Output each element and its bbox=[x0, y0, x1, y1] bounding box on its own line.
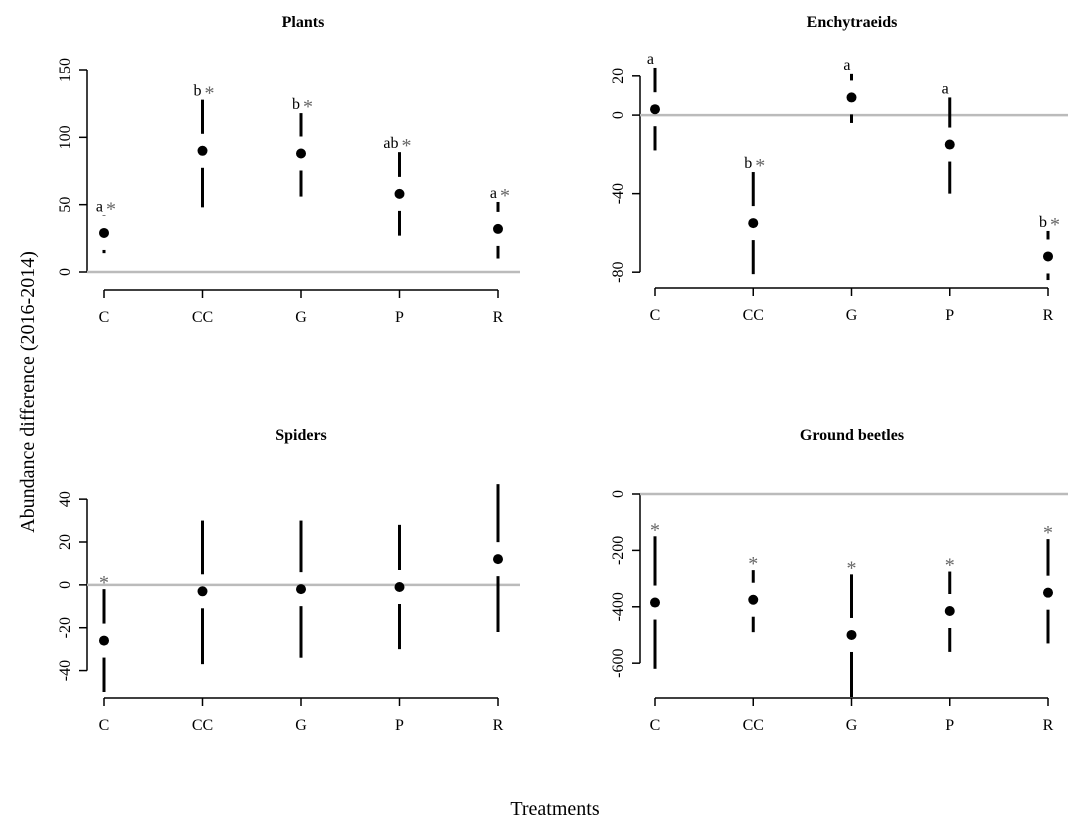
y-tick-label: -40 bbox=[57, 660, 74, 681]
data-point bbox=[846, 629, 857, 640]
y-tick-label: 40 bbox=[57, 491, 74, 507]
x-tick-label: G bbox=[846, 717, 858, 734]
data-point bbox=[748, 594, 759, 605]
data-point bbox=[1043, 587, 1053, 598]
data-point bbox=[296, 148, 306, 159]
x-tick-label: G bbox=[295, 717, 307, 734]
significance-letter: a bbox=[942, 80, 949, 97]
significance-letter: b bbox=[194, 83, 202, 100]
x-tick-label: P bbox=[395, 717, 404, 734]
data-point bbox=[197, 586, 208, 597]
data-point bbox=[197, 145, 208, 156]
data-point bbox=[650, 104, 660, 115]
x-tick-label: CC bbox=[192, 309, 213, 326]
significance-star: * bbox=[945, 555, 955, 577]
significance-star: * bbox=[99, 572, 109, 594]
x-tick-label: C bbox=[650, 717, 661, 734]
x-tick-label: R bbox=[1043, 307, 1054, 324]
significance-letter: b bbox=[744, 155, 752, 172]
x-tick-label: C bbox=[650, 307, 661, 324]
x-tick-label: CC bbox=[192, 717, 213, 734]
data-point bbox=[394, 188, 405, 199]
significance-star: * bbox=[402, 135, 412, 157]
data-point bbox=[650, 597, 660, 608]
data-point bbox=[99, 635, 109, 646]
significance-star: * bbox=[1050, 214, 1060, 236]
y-tick-label: -600 bbox=[610, 649, 627, 678]
y-tick-label: 0 bbox=[610, 111, 627, 119]
significance-letter: a bbox=[490, 185, 497, 202]
y-tick-label: -200 bbox=[610, 536, 627, 565]
data-point bbox=[493, 554, 503, 565]
data-point bbox=[394, 582, 405, 592]
significance-letter: b bbox=[1039, 214, 1047, 231]
panel-title: Enchytraeids bbox=[807, 14, 898, 31]
y-tick-label: 0 bbox=[610, 490, 627, 498]
significance-star: * bbox=[106, 198, 116, 220]
data-point bbox=[99, 227, 109, 238]
panel-title: Ground beetles bbox=[800, 427, 904, 444]
data-point bbox=[846, 92, 857, 103]
significance-star: * bbox=[205, 83, 215, 105]
x-tick-label: P bbox=[945, 717, 954, 734]
y-tick-label: -40 bbox=[610, 183, 627, 204]
y-tick-label: -400 bbox=[610, 592, 627, 621]
significance-letter: a bbox=[96, 198, 103, 215]
x-tick-label: R bbox=[493, 717, 504, 734]
x-tick-label: CC bbox=[743, 717, 764, 734]
y-tick-label: 100 bbox=[57, 125, 74, 149]
y-tick-label: 0 bbox=[57, 268, 74, 276]
significance-star: * bbox=[847, 557, 857, 579]
y-tick-label: 50 bbox=[57, 197, 74, 213]
significance-star: * bbox=[1043, 522, 1053, 544]
y-tick-label: 20 bbox=[610, 68, 627, 84]
x-tick-label: R bbox=[1043, 717, 1054, 734]
significance-letter: a bbox=[647, 51, 654, 68]
panel-title: Plants bbox=[282, 14, 325, 31]
x-axis-label: Treatments bbox=[510, 798, 599, 819]
y-tick-label: 0 bbox=[57, 581, 74, 589]
x-tick-label: R bbox=[493, 309, 504, 326]
data-point bbox=[748, 218, 759, 229]
x-tick-label: G bbox=[846, 307, 858, 324]
x-tick-label: G bbox=[295, 309, 307, 326]
data-point bbox=[493, 223, 503, 234]
significance-star: * bbox=[650, 519, 660, 541]
data-point bbox=[1043, 251, 1053, 262]
x-tick-label: P bbox=[395, 309, 404, 326]
x-tick-label: CC bbox=[743, 307, 764, 324]
y-tick-label: 150 bbox=[57, 58, 74, 82]
significance-star: * bbox=[748, 553, 758, 575]
significance-star: * bbox=[500, 185, 510, 207]
data-point bbox=[296, 584, 306, 595]
significance-letter: b bbox=[292, 96, 300, 113]
panel-title: Spiders bbox=[275, 427, 327, 444]
y-tick-label: -80 bbox=[610, 262, 627, 283]
significance-letter: a bbox=[843, 57, 850, 74]
significance-star: * bbox=[303, 96, 313, 118]
y-tick-label: 20 bbox=[57, 534, 74, 550]
y-axis-label: Abundance difference (2016-2014) bbox=[17, 251, 39, 533]
data-point bbox=[944, 139, 955, 150]
data-point bbox=[944, 606, 955, 617]
x-tick-label: P bbox=[945, 307, 954, 324]
significance-star: * bbox=[755, 155, 765, 177]
significance-letter: ab bbox=[383, 135, 398, 152]
y-tick-label: -20 bbox=[57, 617, 74, 638]
x-tick-label: C bbox=[99, 309, 110, 326]
x-tick-label: C bbox=[99, 717, 110, 734]
